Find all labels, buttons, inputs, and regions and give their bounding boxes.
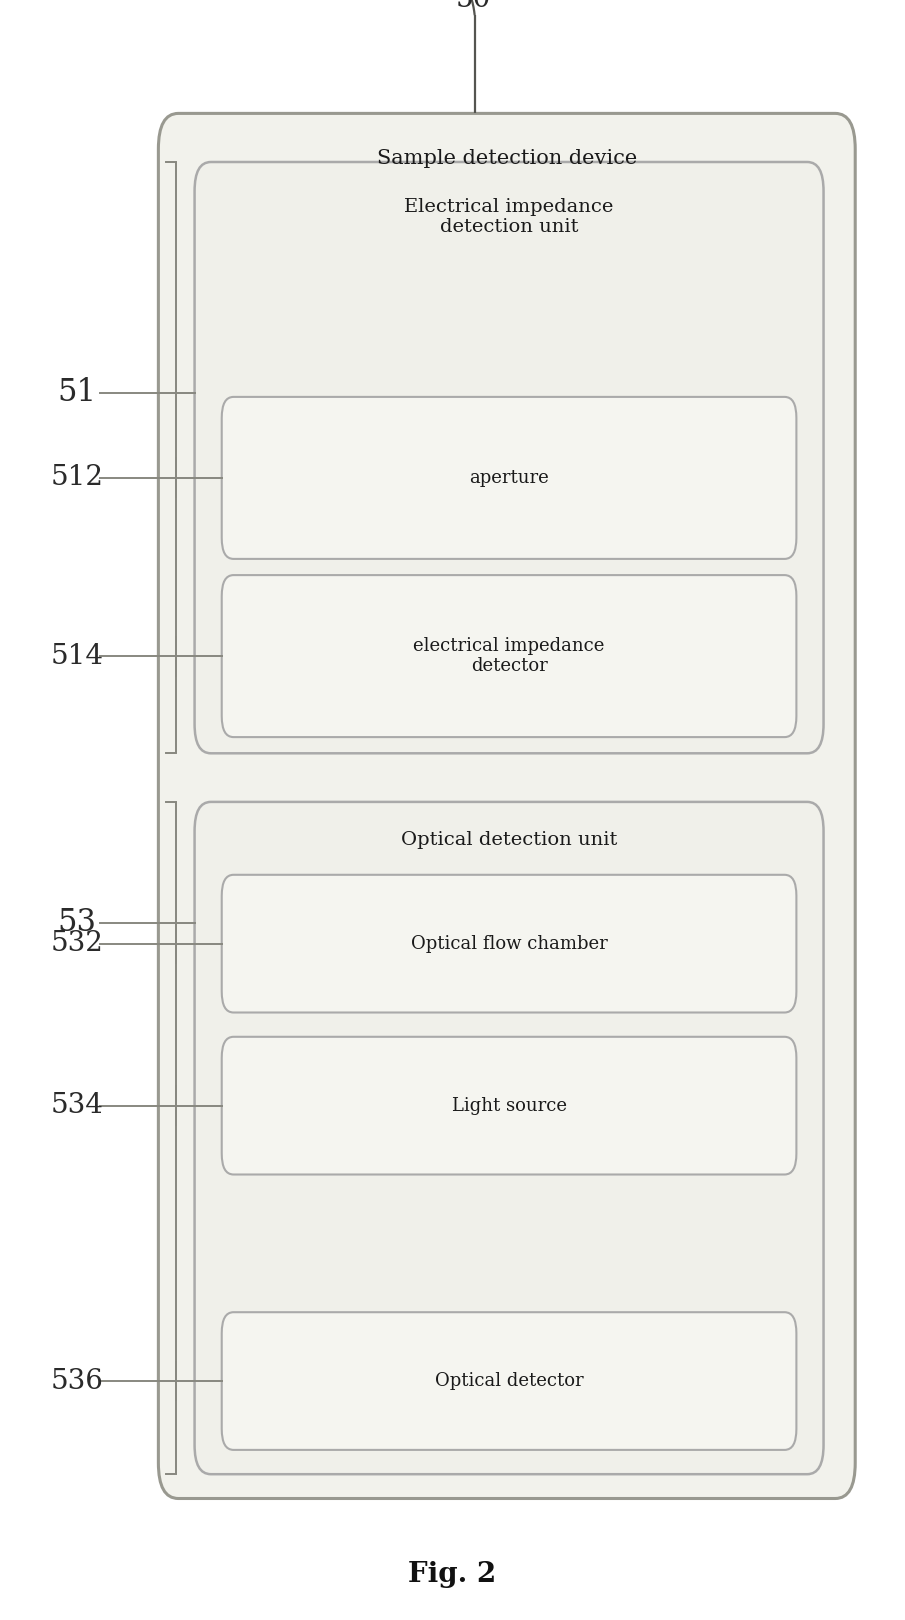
Text: Fig. 2: Fig. 2 [408, 1562, 497, 1588]
Text: electrical impedance
detector: electrical impedance detector [414, 637, 605, 676]
Text: 51: 51 [57, 377, 97, 408]
FancyBboxPatch shape [158, 113, 855, 1498]
Text: Light source: Light source [452, 1097, 567, 1115]
Text: 514: 514 [51, 643, 103, 669]
Text: Optical flow chamber: Optical flow chamber [411, 935, 607, 953]
FancyBboxPatch shape [222, 575, 796, 737]
Text: aperture: aperture [469, 468, 549, 488]
FancyBboxPatch shape [195, 802, 824, 1474]
Text: Optical detector: Optical detector [434, 1372, 584, 1390]
Text: Optical detection unit: Optical detection unit [401, 831, 617, 849]
Text: 50: 50 [455, 0, 491, 13]
FancyBboxPatch shape [222, 1037, 796, 1174]
FancyBboxPatch shape [222, 1312, 796, 1450]
FancyBboxPatch shape [222, 875, 796, 1012]
FancyBboxPatch shape [222, 397, 796, 559]
Text: 532: 532 [51, 930, 103, 957]
Text: 53: 53 [57, 907, 97, 938]
FancyBboxPatch shape [195, 162, 824, 753]
Text: 536: 536 [51, 1367, 103, 1395]
Text: 534: 534 [51, 1092, 103, 1119]
Text: Electrical impedance
detection unit: Electrical impedance detection unit [405, 198, 614, 237]
Text: 512: 512 [51, 465, 103, 491]
Text: Sample detection device: Sample detection device [376, 149, 637, 168]
